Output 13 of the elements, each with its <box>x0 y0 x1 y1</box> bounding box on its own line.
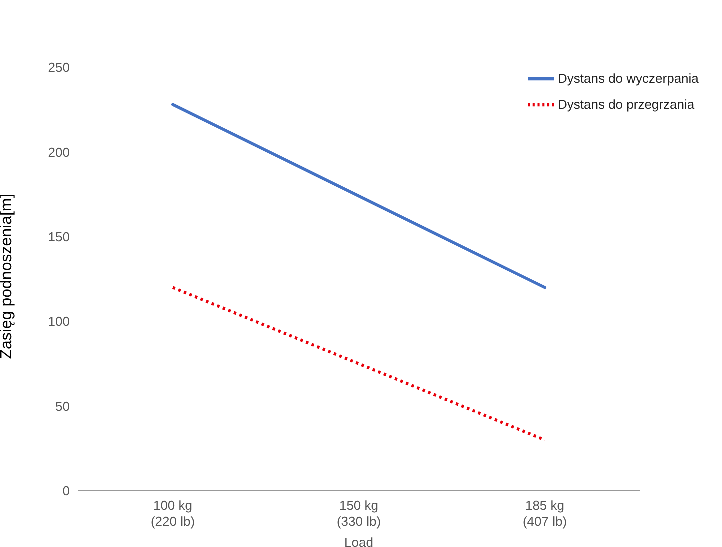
y-tick-label: 50 <box>56 398 70 414</box>
y-tick-label: 250 <box>48 60 70 76</box>
y-tick-label: 0 <box>62 484 70 499</box>
x-tick-label: 100 kg (220 lb) <box>150 498 196 529</box>
x-tick-label: 150 kg (330 lb) <box>336 498 382 529</box>
y-tick-label: 150 <box>48 229 70 244</box>
x-axis-title: Load <box>344 535 374 547</box>
y-axis-title: Zasięg podnoszenia[m] <box>0 194 16 360</box>
x-tick-label: 185 kg (407 lb) <box>522 498 568 529</box>
y-tick-label: 100 <box>48 314 70 330</box>
legend-label: Dystans do wyczerpania <box>558 71 699 86</box>
y-tick-label: 200 <box>48 144 70 160</box>
legend-label: Dystans do przegrzania <box>558 97 695 112</box>
